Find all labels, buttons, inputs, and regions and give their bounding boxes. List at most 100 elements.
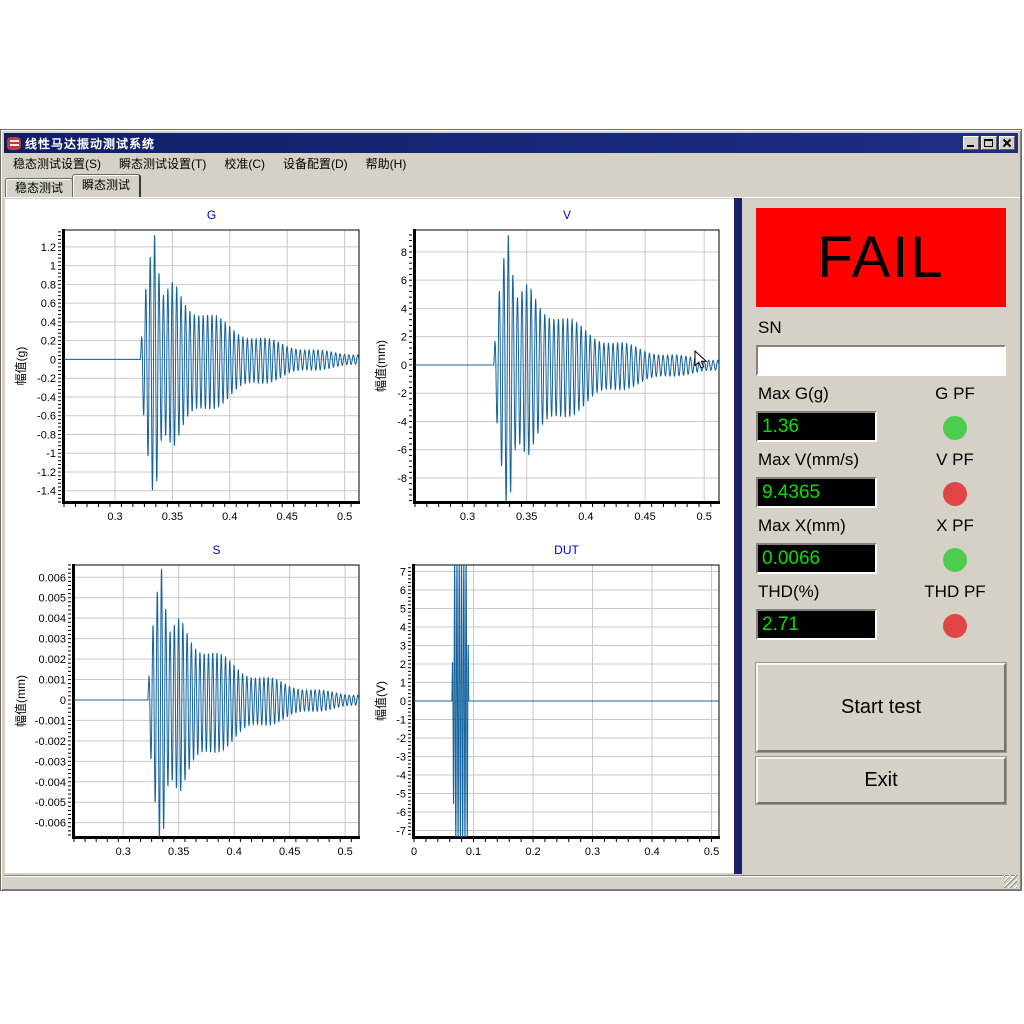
svg-text:0.45: 0.45 — [279, 846, 300, 858]
svg-text:-5: -5 — [396, 789, 406, 801]
svg-text:0.2: 0.2 — [41, 336, 56, 348]
app-icon — [7, 136, 21, 150]
svg-text:0.005: 0.005 — [38, 593, 66, 605]
svg-text:0.4: 0.4 — [222, 511, 237, 523]
svg-text:0.1: 0.1 — [466, 846, 481, 858]
metric-label-thd: THD(%) — [758, 582, 820, 601]
title-bar[interactable]: 线性马达振动测试系统 — [4, 133, 1018, 153]
svg-text:0.5: 0.5 — [704, 846, 719, 858]
menu-bar: 稳态测试设置(S) 瞬态测试设置(T) 校准(C) 设备配置(D) 帮助(H) — [4, 153, 1018, 173]
close-icon — [1000, 137, 1014, 149]
svg-text:5: 5 — [400, 603, 406, 615]
pf-indicator-x — [943, 548, 967, 572]
svg-text:2: 2 — [400, 659, 406, 671]
mouse-cursor — [694, 350, 708, 369]
svg-text:0.5: 0.5 — [337, 846, 352, 858]
chart-s: 0.3 0.35 0.4 0.45 0.5 -0.006 -0.005 -0.004 -0.00… — [12, 537, 368, 871]
panel-divider — [734, 198, 742, 874]
metric-value-max-g: 1.36 — [756, 411, 877, 442]
svg-text:0.5: 0.5 — [697, 511, 712, 523]
svg-text:0.006: 0.006 — [38, 572, 66, 584]
metric-value-max-x: 0.0066 — [756, 543, 877, 574]
window-title: 线性马达振动测试系统 — [25, 136, 156, 151]
svg-text:-0.2: -0.2 — [37, 373, 56, 385]
svg-text:1: 1 — [400, 677, 406, 689]
svg-text:-0.002: -0.002 — [35, 736, 66, 748]
result-banner: FAIL — [756, 208, 1006, 307]
chart-g: 0.3 0.35 0.4 0.45 0.5 -1.4 -1.2 -1 -0.8 -0.6 -0.4 -… — [12, 202, 368, 536]
svg-text:-1: -1 — [46, 448, 56, 460]
svg-text:2: 2 — [401, 332, 407, 344]
svg-text:S: S — [212, 543, 220, 557]
resize-grip[interactable] — [1004, 875, 1017, 888]
svg-text:0: 0 — [411, 846, 417, 858]
svg-text:DUT: DUT — [554, 543, 579, 557]
metric-label-max-v: Max V(mm/s) — [758, 450, 860, 469]
svg-text:3: 3 — [400, 640, 406, 652]
tab-strip: 稳态测试 瞬态测试 — [5, 174, 142, 197]
svg-text:0.35: 0.35 — [162, 511, 183, 523]
svg-text:-1.4: -1.4 — [37, 486, 56, 498]
menu-item-device-config[interactable]: 设备配置(D) — [283, 156, 348, 171]
svg-text:0.003: 0.003 — [38, 634, 66, 646]
chart-panel: 0.3 0.35 0.4 0.45 0.5 -1.4 -1.2 -1 -0.8 -0.6 -0.4-… — [5, 199, 735, 873]
svg-text:7: 7 — [400, 566, 406, 578]
svg-text:0: 0 — [400, 696, 406, 708]
pf-label-x: X PF — [936, 516, 974, 535]
menu-item-calibration[interactable]: 校准(C) — [224, 156, 265, 171]
menu-item-transient-settings[interactable]: 瞬态测试设置(T) — [119, 156, 207, 171]
svg-text:0.3: 0.3 — [585, 846, 600, 858]
close-button[interactable] — [999, 136, 1015, 150]
sn-input[interactable] — [756, 345, 1006, 376]
tab-page-content: 0.3 0.35 0.4 0.45 0.5 -1.4 -1.2 -1 -0.8 -0.6 -0.4-… — [4, 197, 1020, 874]
svg-text:-2: -2 — [396, 733, 406, 745]
svg-text:-1.2: -1.2 — [37, 467, 56, 479]
svg-text:8: 8 — [401, 247, 407, 259]
sn-label: SN — [758, 318, 782, 337]
svg-text:0.001: 0.001 — [38, 675, 66, 687]
svg-text:6: 6 — [401, 275, 407, 287]
svg-text:-0.4: -0.4 — [37, 392, 56, 404]
chart-v: 0.3 0.35 0.4 0.45 0.5 -8 -6 -4 -2 0 2 4 6 8 V 幅值(mm) — [372, 202, 728, 536]
svg-text:0.6: 0.6 — [41, 298, 56, 310]
menu-item-steady-settings[interactable]: 稳态测试设置(S) — [13, 156, 101, 171]
metric-label-max-x: Max X(mm) — [758, 516, 846, 535]
menu-item-help[interactable]: 帮助(H) — [365, 156, 407, 171]
minimize-button[interactable] — [963, 136, 979, 150]
pf-indicator-g — [943, 416, 967, 440]
svg-text:V: V — [563, 208, 571, 222]
svg-text:-0.006: -0.006 — [35, 818, 66, 830]
pf-label-thd: THD PF — [924, 582, 986, 601]
svg-text:0.35: 0.35 — [516, 511, 537, 523]
svg-text:0: 0 — [50, 354, 56, 366]
svg-text:0.35: 0.35 — [168, 846, 189, 858]
tab-steady-test[interactable]: 稳态测试 — [5, 178, 74, 197]
exit-button[interactable]: Exit — [755, 756, 1007, 805]
result-panel: FAIL SN Max G(g) G PF 1.36 Max V(mm/s) V… — [742, 198, 1020, 874]
svg-text:6: 6 — [400, 585, 406, 597]
svg-text:-0.005: -0.005 — [35, 797, 66, 809]
svg-text:-0.001: -0.001 — [35, 715, 66, 727]
svg-text:0.4: 0.4 — [578, 511, 593, 523]
svg-text:-0.6: -0.6 — [37, 411, 56, 423]
svg-text:0.8: 0.8 — [41, 279, 56, 291]
svg-text:0: 0 — [401, 360, 407, 372]
maximize-button[interactable] — [981, 136, 997, 150]
metric-value-max-v: 9.4365 — [756, 477, 877, 508]
svg-text:0.4: 0.4 — [227, 846, 242, 858]
svg-text:4: 4 — [400, 622, 406, 634]
start-test-button[interactable]: Start test — [755, 662, 1007, 753]
svg-text:-4: -4 — [397, 416, 407, 428]
svg-text:幅值(V): 幅值(V) — [373, 681, 388, 721]
svg-text:幅值(g): 幅值(g) — [13, 347, 28, 386]
svg-text:-8: -8 — [397, 473, 407, 485]
svg-text:4: 4 — [401, 303, 407, 315]
svg-text:G: G — [207, 208, 216, 222]
svg-text:0: 0 — [60, 695, 66, 707]
chart-dut: 0 0.1 0.2 0.3 0.4 0.5 -7 -6 -5 -4 -3 -2 -1 0 1 2 3 4 5 6 7 DU… — [372, 537, 728, 871]
tab-transient-test[interactable]: 瞬态测试 — [72, 174, 142, 197]
svg-text:-2: -2 — [397, 388, 407, 400]
app-window: 线性马达振动测试系统 稳态测试设置(S) 瞬态测试设置(T) 校准(C) 设备配… — [0, 129, 1022, 891]
pf-indicator-v — [943, 482, 967, 506]
